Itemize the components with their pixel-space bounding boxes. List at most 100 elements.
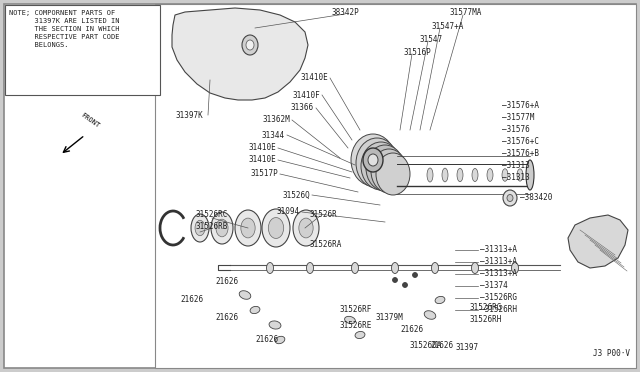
Text: 31547: 31547 <box>420 35 443 44</box>
Ellipse shape <box>403 282 408 288</box>
Polygon shape <box>568 215 628 268</box>
Ellipse shape <box>344 316 355 324</box>
Ellipse shape <box>376 153 410 195</box>
Ellipse shape <box>269 321 281 329</box>
Text: 31094: 31094 <box>277 208 300 217</box>
Text: 31410F: 31410F <box>292 90 320 99</box>
Text: 21626: 21626 <box>215 314 238 323</box>
Text: —31577M: —31577M <box>502 113 534 122</box>
Ellipse shape <box>191 214 209 242</box>
Bar <box>155 4 636 368</box>
Text: —31374: —31374 <box>480 282 508 291</box>
Ellipse shape <box>472 169 478 182</box>
Text: 21626: 21626 <box>180 295 203 305</box>
Ellipse shape <box>507 195 513 202</box>
Text: —31576+C: —31576+C <box>502 138 539 147</box>
Ellipse shape <box>472 263 479 273</box>
Ellipse shape <box>427 168 433 182</box>
Ellipse shape <box>246 40 254 50</box>
Text: 31517P: 31517P <box>250 170 278 179</box>
Text: 31410E: 31410E <box>300 74 328 83</box>
Text: 31547+A: 31547+A <box>432 22 465 31</box>
Text: —31576+A: —31576+A <box>502 100 539 109</box>
Ellipse shape <box>250 307 260 314</box>
Ellipse shape <box>442 168 448 182</box>
Ellipse shape <box>526 160 534 190</box>
Text: —31313+A: —31313+A <box>480 246 517 254</box>
Text: 31526Q: 31526Q <box>282 190 310 199</box>
Ellipse shape <box>239 291 251 299</box>
Text: 31366: 31366 <box>291 103 314 112</box>
Ellipse shape <box>307 263 314 273</box>
Ellipse shape <box>351 134 395 186</box>
Text: 31526RE: 31526RE <box>340 321 372 330</box>
Ellipse shape <box>355 331 365 339</box>
Ellipse shape <box>363 148 383 172</box>
Ellipse shape <box>511 263 518 273</box>
Ellipse shape <box>366 145 404 191</box>
Ellipse shape <box>392 263 399 273</box>
Text: —31313+A: —31313+A <box>480 269 517 279</box>
Text: 31362M: 31362M <box>262 115 290 125</box>
Text: NOTE; COMPORNENT PARTS OF
      31397K ARE LISTED IN
      THE SECTION IN WHICH
: NOTE; COMPORNENT PARTS OF 31397K ARE LIS… <box>9 10 120 48</box>
Ellipse shape <box>266 263 273 273</box>
Bar <box>5 5 160 95</box>
Ellipse shape <box>361 142 401 190</box>
Ellipse shape <box>351 263 358 273</box>
Ellipse shape <box>503 190 517 206</box>
Text: —31526RH: —31526RH <box>480 305 517 314</box>
Ellipse shape <box>356 138 398 188</box>
Ellipse shape <box>216 219 228 237</box>
Ellipse shape <box>242 35 258 55</box>
Ellipse shape <box>517 169 523 181</box>
Text: 31344: 31344 <box>262 131 285 140</box>
Text: 31526RB: 31526RB <box>196 222 228 231</box>
Text: —31526RG: —31526RG <box>480 294 517 302</box>
Text: 31516P: 31516P <box>404 48 432 57</box>
Text: 21626: 21626 <box>215 278 238 286</box>
Text: FRONT: FRONT <box>80 112 101 129</box>
Text: 31397K: 31397K <box>176 111 204 120</box>
Text: 38342P: 38342P <box>331 8 359 17</box>
Text: 31526RG: 31526RG <box>470 304 502 312</box>
Text: —31313: —31313 <box>502 173 530 183</box>
Text: 315260A: 315260A <box>410 340 442 350</box>
Text: 31410E: 31410E <box>248 144 276 153</box>
Ellipse shape <box>424 311 436 319</box>
Polygon shape <box>172 8 308 100</box>
Ellipse shape <box>293 210 319 246</box>
Ellipse shape <box>195 220 205 236</box>
Ellipse shape <box>275 336 285 344</box>
Ellipse shape <box>457 168 463 182</box>
Ellipse shape <box>241 218 255 238</box>
Ellipse shape <box>268 218 284 238</box>
Text: —31313+A: —31313+A <box>480 257 517 266</box>
Ellipse shape <box>487 169 493 182</box>
Ellipse shape <box>262 209 290 247</box>
Text: 31397: 31397 <box>455 343 478 353</box>
Ellipse shape <box>299 218 313 238</box>
Ellipse shape <box>431 263 438 273</box>
Text: 31577MA: 31577MA <box>450 8 483 17</box>
Ellipse shape <box>413 273 417 278</box>
Ellipse shape <box>502 169 508 181</box>
Text: 21626: 21626 <box>430 341 453 350</box>
Text: 31526RA: 31526RA <box>310 240 342 249</box>
Text: 31526RF: 31526RF <box>340 305 372 314</box>
Text: —31576: —31576 <box>502 125 530 135</box>
Text: 31379M: 31379M <box>375 314 403 323</box>
Text: J3 P00·V: J3 P00·V <box>593 349 630 358</box>
Text: —31313: —31313 <box>502 161 530 170</box>
Text: 31410E: 31410E <box>248 155 276 164</box>
Text: 31526R: 31526R <box>310 210 338 219</box>
Ellipse shape <box>435 296 445 304</box>
Text: 21626: 21626 <box>400 326 423 334</box>
Text: 31526RC: 31526RC <box>196 210 228 219</box>
Text: 21626: 21626 <box>255 336 278 344</box>
Text: 31526RH: 31526RH <box>470 315 502 324</box>
Ellipse shape <box>368 154 378 166</box>
Text: —383420: —383420 <box>520 193 552 202</box>
Ellipse shape <box>235 210 261 246</box>
Ellipse shape <box>371 149 407 193</box>
Ellipse shape <box>211 212 233 244</box>
